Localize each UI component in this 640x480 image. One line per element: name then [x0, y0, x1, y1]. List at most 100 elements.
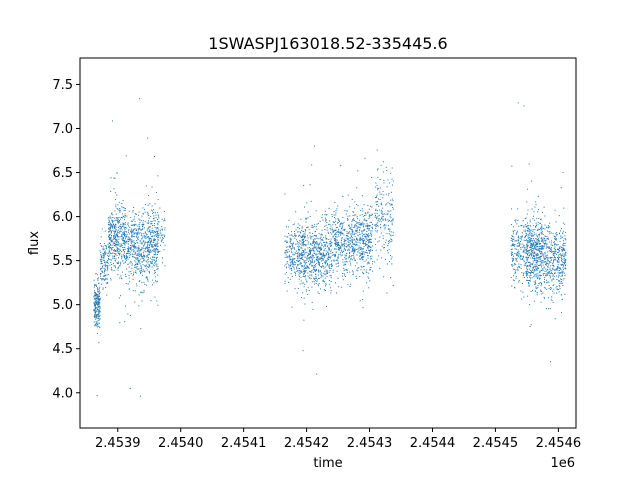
- data-point: [98, 283, 100, 285]
- data-point: [384, 224, 386, 226]
- data-point: [97, 296, 99, 298]
- data-point: [147, 249, 149, 251]
- data-point: [342, 222, 344, 224]
- data-point: [369, 225, 371, 227]
- data-point: [326, 246, 328, 248]
- data-point: [121, 202, 123, 204]
- data-point: [94, 294, 96, 296]
- data-point: [298, 278, 300, 280]
- data-point: [306, 266, 308, 268]
- data-point: [153, 238, 155, 240]
- data-point: [376, 259, 378, 261]
- data-point: [127, 258, 129, 260]
- data-point: [95, 301, 97, 303]
- data-point: [114, 244, 116, 246]
- data-point: [542, 254, 544, 256]
- data-point: [302, 254, 304, 256]
- data-point: [160, 232, 162, 234]
- data-point: [359, 276, 361, 278]
- data-point: [554, 257, 556, 259]
- data-point: [544, 240, 546, 242]
- data-point: [129, 248, 131, 250]
- data-point: [307, 254, 309, 256]
- data-point: [295, 250, 297, 252]
- data-point: [317, 256, 319, 258]
- data-point: [141, 243, 143, 245]
- data-point: [138, 223, 140, 225]
- data-point: [362, 273, 364, 275]
- data-point: [129, 255, 131, 257]
- data-point: [296, 253, 298, 255]
- data-point: [558, 274, 560, 276]
- data-point: [154, 296, 156, 298]
- data-point: [552, 285, 554, 287]
- data-point: [306, 252, 308, 254]
- data-point: [357, 251, 359, 253]
- data-point: [518, 280, 520, 282]
- data-point: [310, 250, 312, 252]
- data-point: [296, 227, 298, 229]
- data-point: [550, 257, 552, 259]
- data-point: [101, 261, 103, 263]
- data-point: [114, 251, 116, 253]
- data-point: [350, 247, 352, 249]
- data-point: [315, 270, 317, 272]
- data-point: [148, 252, 150, 254]
- data-point: [526, 279, 528, 281]
- data-point: [325, 260, 327, 262]
- data-point: [550, 361, 552, 363]
- data-point: [318, 261, 320, 263]
- data-point: [369, 269, 371, 271]
- data-point: [287, 257, 289, 259]
- data-point: [367, 257, 369, 259]
- data-point: [307, 266, 309, 268]
- data-point: [558, 215, 560, 217]
- data-point: [369, 258, 371, 260]
- data-point: [142, 292, 144, 294]
- data-point: [314, 247, 316, 249]
- data-point: [376, 212, 378, 214]
- data-point: [560, 278, 562, 280]
- data-point: [137, 236, 139, 238]
- data-point: [323, 255, 325, 257]
- data-point: [348, 242, 350, 244]
- data-point: [315, 242, 317, 244]
- data-point: [289, 241, 291, 243]
- data-point: [388, 233, 390, 235]
- data-point: [533, 246, 535, 248]
- data-point: [153, 248, 155, 250]
- data-point: [155, 261, 157, 263]
- data-point: [525, 224, 527, 226]
- data-point: [368, 236, 370, 238]
- data-point: [324, 285, 326, 287]
- data-point: [377, 189, 379, 191]
- data-point: [521, 259, 523, 261]
- data-point: [103, 248, 105, 250]
- data-point: [536, 255, 538, 257]
- data-point: [542, 264, 544, 266]
- data-point: [532, 229, 534, 231]
- data-point: [527, 256, 529, 258]
- data-point: [118, 217, 120, 219]
- data-point: [305, 261, 307, 263]
- data-point: [301, 235, 303, 237]
- data-point: [94, 316, 96, 318]
- data-point: [556, 289, 558, 291]
- data-point: [328, 243, 330, 245]
- data-point: [152, 264, 154, 266]
- data-point: [517, 269, 519, 271]
- data-point: [357, 222, 359, 224]
- data-point: [300, 271, 302, 273]
- data-point: [141, 300, 143, 302]
- data-point: [348, 225, 350, 227]
- data-point: [119, 221, 121, 223]
- data-point: [99, 298, 101, 300]
- data-point: [322, 265, 324, 267]
- data-point: [360, 239, 362, 241]
- data-point: [297, 270, 299, 272]
- data-point: [144, 247, 146, 249]
- data-point: [330, 245, 332, 247]
- data-point: [153, 209, 155, 211]
- data-point: [537, 239, 539, 241]
- data-point: [545, 256, 547, 258]
